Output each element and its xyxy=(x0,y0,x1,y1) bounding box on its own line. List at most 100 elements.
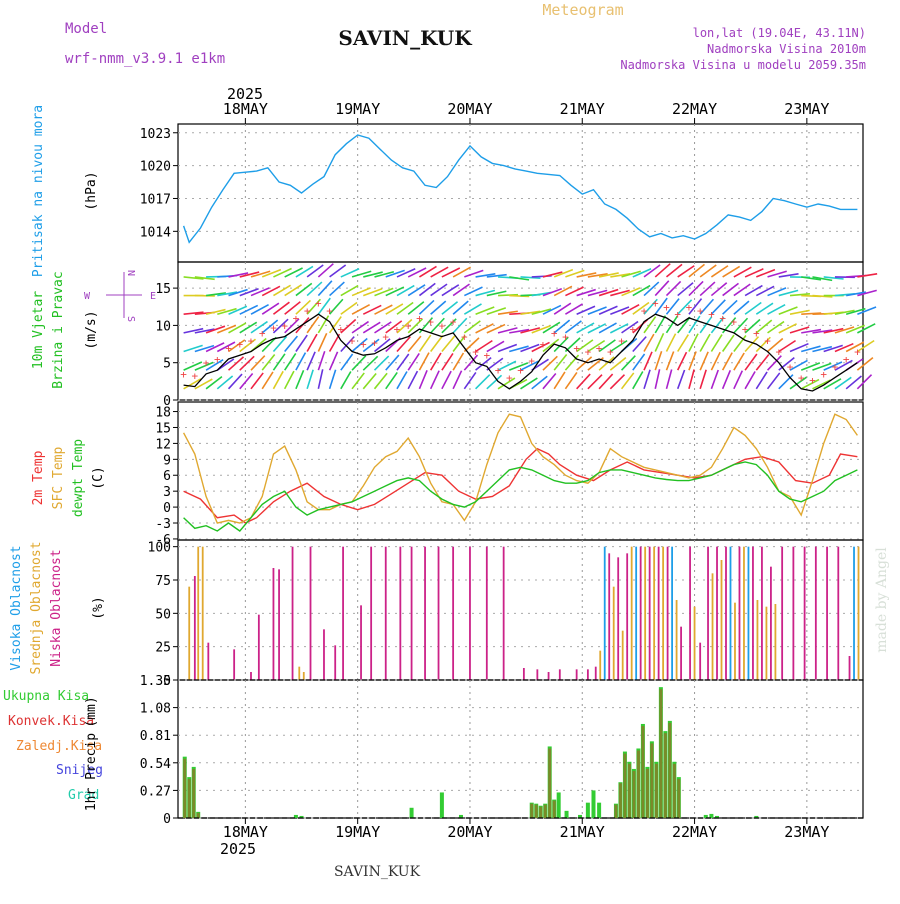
wind-barb xyxy=(408,336,421,351)
precip-conv-bar xyxy=(650,743,653,818)
precip-conv-bar xyxy=(619,783,622,818)
cloud-bar xyxy=(613,587,615,680)
wind-gust-point: + xyxy=(573,342,580,355)
wind-gust-point: + xyxy=(236,338,243,351)
temp-ylabel-2m: 2m Temp xyxy=(31,450,46,505)
clouds-ytick-label: 25 xyxy=(155,641,171,656)
cloud-bar xyxy=(849,656,851,680)
temp-unit: (C) xyxy=(91,466,106,489)
wind-gust-point: + xyxy=(371,337,378,350)
wind-barb xyxy=(273,354,284,370)
precip-frame xyxy=(178,680,863,818)
precip-ytick-label: 1.35 xyxy=(140,674,171,689)
cloud-bar xyxy=(424,547,426,680)
header: Model wrf-nmm_v3.9.1 e1km SAVIN_KUK Mete… xyxy=(65,1,866,72)
pressure-ytick-label: 1017 xyxy=(140,192,171,207)
cloud-bar xyxy=(680,627,682,680)
precip-total-bar xyxy=(410,808,414,818)
wind-gust-point: + xyxy=(708,308,715,321)
compass-n: N xyxy=(125,270,136,276)
precip-ytick-label: 0.54 xyxy=(140,757,171,772)
wind-gust-point: + xyxy=(394,323,401,336)
cloud-bar xyxy=(202,547,204,680)
wind-barb xyxy=(464,372,475,388)
cloud-bar xyxy=(761,547,763,680)
cloud-bar xyxy=(644,547,646,680)
wind-barb xyxy=(442,371,451,389)
cloud-bar xyxy=(694,607,696,680)
model-name: wrf-nmm_v3.9.1 e1km xyxy=(65,51,225,67)
precip-total-bar xyxy=(586,803,590,818)
compass-w: W xyxy=(84,291,91,302)
day-label-top: 20MAY xyxy=(447,100,492,118)
wind-gust-point: + xyxy=(506,372,513,385)
wind-gust-point: + xyxy=(719,312,726,325)
wind-barb xyxy=(408,353,419,370)
wind-barb xyxy=(655,369,659,389)
wind-barb xyxy=(408,268,426,277)
wind-gust-point: + xyxy=(753,327,760,340)
temperature-ytick-label: 0 xyxy=(163,501,171,516)
wind-barb xyxy=(633,371,643,388)
precip-conv-bar xyxy=(614,805,617,818)
wind-barb xyxy=(644,370,650,389)
wind-barb xyxy=(318,369,322,389)
wind-barb xyxy=(397,371,407,388)
cloud-bar xyxy=(576,669,578,680)
wind-barb xyxy=(240,373,253,388)
wind-barb xyxy=(644,317,656,333)
wind-gust-point: + xyxy=(472,346,479,359)
wind-barb xyxy=(251,305,269,315)
precip-ytick-label: 1.08 xyxy=(140,702,171,717)
wind-gust-point: + xyxy=(315,297,322,310)
wind-barb xyxy=(375,305,393,314)
wind-barb xyxy=(307,352,315,370)
wind-gust-point: + xyxy=(832,360,839,373)
wind-gust-point: + xyxy=(259,327,266,340)
wind-barb xyxy=(565,355,578,370)
cloud-bar xyxy=(303,672,305,680)
wind-barb xyxy=(330,370,336,389)
precip-conv-bar xyxy=(548,748,551,818)
wind-gust-point: + xyxy=(214,353,221,366)
day-label-bottom: 23MAY xyxy=(784,823,829,841)
precip-conv-bar xyxy=(623,754,626,818)
wind-barb xyxy=(734,336,746,352)
cloud-bar xyxy=(399,547,401,680)
wind-gust-point: + xyxy=(607,346,614,359)
cloud-bar xyxy=(743,547,745,680)
precip-conv-bar xyxy=(544,805,547,818)
day-label-top: 21MAY xyxy=(560,100,605,118)
precip-conv-bar xyxy=(535,805,538,818)
cloud-panel: Visoka Oblacnost Srednja Oblacnost Niska… xyxy=(9,540,863,689)
wind-barb xyxy=(700,352,708,370)
cloud-bar xyxy=(411,547,413,680)
cloud-bar xyxy=(671,547,673,680)
cloud-bar xyxy=(486,547,488,680)
wind-barb xyxy=(779,375,793,389)
cloud-bar xyxy=(792,547,794,680)
cloud-bar xyxy=(734,603,736,680)
precip-conv-bar xyxy=(668,723,671,818)
precip-conv-bar xyxy=(673,764,676,818)
precip-conv-bar xyxy=(677,779,680,818)
wind-gust-point: + xyxy=(585,346,592,359)
cloud-bar xyxy=(748,547,750,680)
pressure-series-pressure xyxy=(184,135,858,242)
wind-barb xyxy=(375,288,394,295)
cloud-bar xyxy=(730,547,732,680)
wind-gust-point: + xyxy=(652,297,659,310)
wind-gust-point: + xyxy=(225,342,232,355)
wind-gust-point: + xyxy=(641,304,648,317)
wind-gust-point: + xyxy=(439,319,446,332)
wind-barb xyxy=(711,370,718,389)
temperature-ytick-label: 15 xyxy=(155,421,171,436)
cloud-bar xyxy=(608,553,610,680)
wind-gust-point: + xyxy=(686,301,693,314)
wind-barb xyxy=(285,336,298,351)
cloud-bar xyxy=(599,651,601,680)
cloud-bar xyxy=(188,587,190,680)
cloud-bar xyxy=(194,576,196,680)
cloud-bar xyxy=(278,569,280,680)
cloud-bar xyxy=(853,547,855,680)
